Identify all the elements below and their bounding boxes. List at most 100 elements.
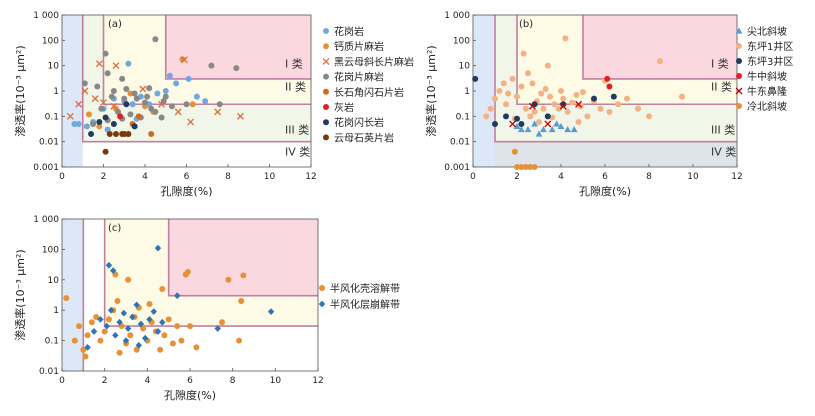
y-tick-label: 1 — [53, 87, 59, 97]
x-axis-label: 孔隙度(%) — [160, 184, 212, 198]
panel-label: (c) — [108, 223, 121, 234]
data-point — [219, 319, 225, 326]
legend-label: 东坪3井区 — [747, 55, 793, 68]
data-point — [129, 101, 136, 108]
data-point — [472, 75, 479, 82]
data-point — [503, 101, 509, 108]
y-tick-label: 100 — [42, 36, 59, 46]
class-label: I 类 — [285, 57, 303, 71]
data-point — [597, 105, 604, 112]
x-tick-label: 4 — [144, 376, 150, 386]
data-point — [148, 131, 155, 138]
data-point — [562, 35, 569, 42]
data-point — [544, 113, 551, 120]
data-point — [518, 120, 525, 127]
boundary-class-1 — [164, 15, 311, 80]
data-point — [75, 100, 83, 108]
data-point — [542, 85, 549, 92]
data-point — [154, 244, 162, 252]
data-point — [560, 101, 567, 108]
data-point — [108, 93, 115, 100]
x-tick-label: 10 — [270, 376, 282, 386]
data-point — [165, 316, 172, 323]
data-point — [93, 313, 100, 320]
data-point — [240, 272, 247, 279]
data-point — [125, 60, 132, 67]
y-tick-label: 0.01 — [450, 138, 470, 148]
data-point — [509, 75, 516, 82]
data-point — [166, 72, 173, 79]
y-tick-label: 1 — [53, 306, 59, 316]
x-tick-label: 0 — [59, 376, 65, 386]
class-label: III 类 — [285, 123, 309, 137]
data-point — [119, 75, 126, 82]
data-point — [514, 93, 520, 100]
data-point — [509, 120, 517, 128]
boundary-class-3 — [494, 15, 737, 143]
data-point — [174, 323, 181, 330]
data-point — [127, 332, 134, 339]
data-point — [133, 95, 140, 102]
data-point — [184, 269, 191, 276]
class-label: II 类 — [711, 80, 732, 94]
data-point — [505, 90, 512, 97]
y-tick-label: 0.01 — [39, 367, 59, 377]
data-point — [152, 108, 159, 115]
data-point — [216, 101, 223, 108]
data-point — [591, 95, 597, 102]
data-point — [492, 120, 498, 127]
panel-label: (b) — [519, 19, 533, 30]
x-tick-label: 4 — [558, 172, 564, 182]
data-point — [146, 315, 153, 323]
class-label: I 类 — [711, 57, 729, 71]
data-point — [525, 70, 531, 77]
legend-label: 花岗岩 — [334, 25, 364, 38]
legend-marker — [322, 57, 330, 65]
data-point — [154, 328, 162, 335]
boundary-class-2 — [102, 15, 311, 106]
data-point — [483, 113, 490, 120]
data-point — [112, 331, 119, 339]
data-point — [152, 36, 159, 43]
legend-label: 云母石英片岩 — [334, 131, 394, 144]
data-point — [193, 93, 200, 100]
data-point — [575, 118, 582, 125]
y-axis-label: 渗透率(10⁻³ μm²) — [424, 45, 438, 136]
data-point — [174, 108, 182, 116]
data-point — [564, 125, 571, 133]
x-tick-label: 12 — [305, 172, 316, 182]
zone-class-1 — [583, 15, 737, 79]
y-tick-label: 1 — [464, 87, 470, 97]
data-point — [202, 98, 209, 105]
data-point — [518, 125, 525, 133]
data-point — [98, 105, 105, 112]
data-point — [575, 100, 583, 108]
data-point — [146, 85, 153, 92]
data-point — [553, 120, 560, 127]
data-point — [267, 308, 275, 315]
data-point — [225, 276, 232, 283]
x-axis-label: 孔隙度(%) — [579, 184, 631, 198]
data-point — [97, 315, 104, 323]
data-point — [538, 90, 545, 97]
data-point — [174, 292, 181, 300]
y-tick-label: 0.1 — [456, 112, 470, 122]
data-point — [157, 346, 164, 353]
data-point — [84, 332, 91, 339]
x-tick-label: 0 — [59, 172, 65, 182]
data-point — [496, 88, 503, 94]
y-tick-label: 1 000 — [33, 215, 59, 225]
series-group — [604, 75, 613, 90]
data-point — [540, 105, 547, 112]
legend-marker — [323, 43, 329, 50]
data-point — [102, 50, 109, 57]
zone-class-4-left — [62, 219, 84, 371]
legend-label: 冷北斜坡 — [747, 100, 787, 113]
legend-marker — [323, 104, 329, 110]
chart-panel: I 类 II 类 III 类 IV 类 (a) 0 2 4 6 8 10 12 0.001 0.01 0.1… — [13, 11, 414, 198]
series-group — [88, 101, 138, 138]
legend-label: 尖北斜坡 — [747, 25, 787, 38]
y-tick-label: 10 — [48, 276, 60, 286]
data-point — [122, 337, 130, 344]
data-point — [236, 112, 244, 120]
